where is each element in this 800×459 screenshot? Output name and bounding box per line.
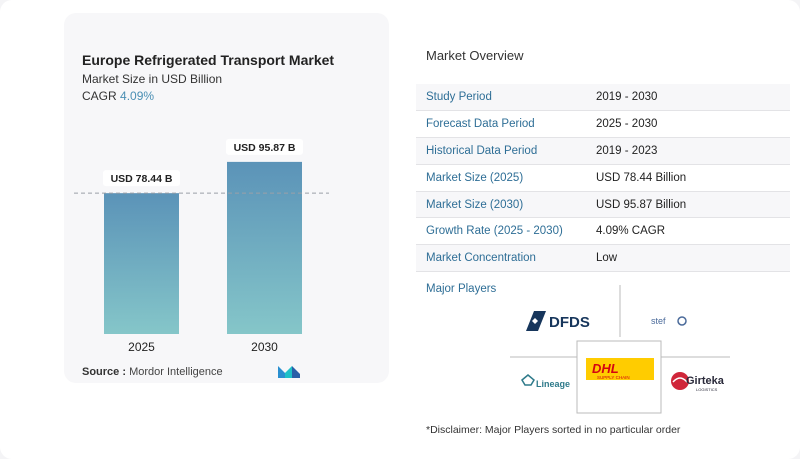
- overview-row-value: 2019 - 2030: [586, 84, 790, 112]
- overview-row: Historical Data Period 2019 - 2023: [416, 137, 790, 165]
- overview-row-label: Forecast Data Period: [416, 110, 586, 139]
- data-label: USD 95.87 B: [234, 142, 296, 154]
- svg-text:Girteka: Girteka: [686, 375, 725, 387]
- data-label-box: [102, 170, 181, 187]
- svg-text:stef: stef: [651, 316, 666, 326]
- cagr-value: 4.09%: [120, 89, 155, 103]
- girteka-mark-icon: [671, 372, 689, 390]
- overview-row-label: Market Concentration: [416, 244, 586, 273]
- chart-subtitle: Market Size in USD Billion: [82, 72, 223, 86]
- dfds-logo: DFDS: [526, 311, 590, 331]
- girteka-logo: Girteka LOGISTICS: [671, 372, 725, 392]
- overview-row-label: Market Size (2030): [416, 191, 586, 219]
- x-tick-label: 2025: [128, 340, 155, 354]
- bar-2030: [227, 161, 302, 334]
- mordor-intelligence-logo-icon: [278, 366, 300, 378]
- overview-row: Forecast Data Period 2025 - 2030: [416, 110, 790, 139]
- stef-logo: stef: [651, 316, 687, 326]
- disclaimer: *Disclaimer: Major Players sorted in no …: [426, 424, 681, 436]
- overview-row: Study Period 2019 - 2030: [416, 84, 790, 112]
- bar-2025: [104, 193, 179, 334]
- svg-text:SUPPLY CHAIN: SUPPLY CHAIN: [597, 375, 630, 380]
- lineage-logo: Lineage: [521, 374, 570, 389]
- overview-row: Market Size (2025) USD 78.44 Billion: [416, 164, 790, 192]
- data-label-box: [225, 138, 304, 155]
- major-players-grid: DFDS stef DHL SUPPLY CHAIN Lineage Girte…: [510, 285, 730, 414]
- overview-row-value: 2025 - 2030: [586, 110, 790, 139]
- overview-row-value: Low: [586, 244, 790, 273]
- svg-text:DHL: DHL: [592, 361, 619, 376]
- chart-title: Europe Refrigerated Transport Market: [82, 52, 335, 68]
- overview-row: Growth Rate (2025 - 2030) 4.09% CAGR: [416, 217, 790, 246]
- overview-table: Study Period 2019 - 2030 Forecast Data Per…: [416, 84, 790, 273]
- overview-row-label: Study Period: [416, 84, 586, 112]
- svg-text:LOGISTICS: LOGISTICS: [696, 387, 718, 392]
- overview-row-value: USD 95.87 Billion: [586, 191, 790, 219]
- svg-text:Lineage: Lineage: [536, 379, 570, 389]
- dhl-supply-chain-logo: DHL SUPPLY CHAIN: [586, 358, 654, 380]
- overview-row-label: Historical Data Period: [416, 137, 586, 165]
- bar-chart: USD 78.44 B 2025 USD 95.87 B 2030: [74, 138, 329, 354]
- overview-row-label: Growth Rate (2025 - 2030): [416, 217, 586, 246]
- overview-row-value: USD 78.44 Billion: [586, 164, 790, 192]
- overview-row-label: Market Size (2025): [416, 164, 586, 192]
- cagr-label: CAGR: [82, 89, 117, 103]
- overview-row: Market Size (2030) USD 95.87 Billion: [416, 191, 790, 219]
- cagr-line: CAGR 4.09%: [82, 89, 154, 103]
- x-tick-label: 2030: [251, 340, 278, 354]
- overview-row: Market Concentration Low: [416, 244, 790, 273]
- major-players-title: Major Players: [426, 283, 497, 295]
- lineage-mark-icon: [521, 374, 535, 386]
- source-value: Mordor Intelligence: [129, 366, 223, 378]
- overview-row-value: 4.09% CAGR: [586, 217, 790, 246]
- svg-text:DFDS: DFDS: [549, 314, 590, 331]
- stef-mark-icon: [677, 316, 687, 326]
- source-line: Source : Mordor Intelligence: [82, 366, 223, 378]
- overview-title: Market Overview: [426, 48, 524, 63]
- data-label: USD 78.44 B: [111, 173, 173, 185]
- overview-row-value: 2019 - 2023: [586, 137, 790, 165]
- source-label: Source :: [82, 366, 127, 378]
